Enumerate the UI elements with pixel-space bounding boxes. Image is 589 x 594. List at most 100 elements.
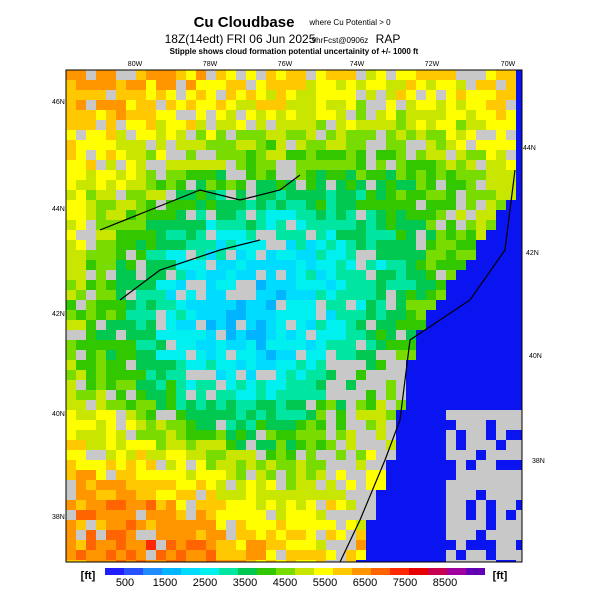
- map-cell: [246, 250, 256, 260]
- map-cell: [196, 320, 206, 330]
- map-cell: [196, 420, 206, 430]
- map-cell: [466, 410, 476, 420]
- map-cell: [496, 340, 506, 350]
- map-cell: [516, 460, 522, 470]
- map-cell: [136, 260, 146, 270]
- map-cell: [516, 340, 522, 350]
- map-cell: [216, 300, 226, 310]
- map-cell: [456, 470, 466, 480]
- map-cell: [346, 390, 356, 400]
- map-cell: [496, 390, 506, 400]
- map-cell: [356, 200, 366, 210]
- map-cell: [316, 500, 326, 510]
- map-cell: [516, 450, 522, 460]
- map-cell: [466, 170, 476, 180]
- map-cell: [246, 110, 256, 120]
- map-cell: [326, 400, 336, 410]
- map-cell: [426, 180, 436, 190]
- map-cell: [486, 480, 496, 490]
- map-cell: [86, 560, 96, 562]
- map-cell: [226, 130, 236, 140]
- map-cell: [436, 260, 446, 270]
- map-cell: [446, 70, 456, 80]
- map-cell: [286, 410, 296, 420]
- map-cell: [296, 190, 306, 200]
- lake-outline: [99, 174, 301, 301]
- map-cell: [476, 170, 486, 180]
- map-cell: [366, 380, 376, 390]
- map-cell: [186, 230, 196, 240]
- map-cell: [336, 290, 346, 300]
- map-cell: [66, 440, 76, 450]
- map-cell: [386, 80, 396, 90]
- map-cell: [66, 510, 76, 520]
- map-cell: [496, 450, 506, 460]
- map-cell: [66, 230, 76, 240]
- map-cell: [466, 400, 476, 410]
- map-cell: [436, 240, 446, 250]
- map-cell: [406, 80, 416, 90]
- map-cell: [106, 500, 116, 510]
- map-cell: [86, 300, 96, 310]
- map-cell: [96, 80, 106, 90]
- map-cell: [146, 490, 156, 500]
- map-cell: [96, 480, 106, 490]
- map-cell: [316, 360, 326, 370]
- map-cell: [286, 220, 296, 230]
- map-cell: [426, 100, 436, 110]
- map-cell: [116, 440, 126, 450]
- map-cell: [396, 560, 406, 562]
- map-cell: [336, 190, 346, 200]
- map-cell: [86, 250, 96, 260]
- map-cell: [366, 310, 376, 320]
- map-cell: [516, 130, 522, 140]
- map-cell: [166, 230, 176, 240]
- map-cell: [306, 310, 316, 320]
- map-cell: [176, 430, 186, 440]
- map-cell: [216, 330, 226, 340]
- map-cell: [366, 170, 376, 180]
- map-cell: [496, 540, 506, 550]
- map-cell: [236, 520, 246, 530]
- map-cell: [436, 120, 446, 130]
- map-cell: [336, 340, 346, 350]
- map-cell: [296, 270, 306, 280]
- map-cell: [446, 180, 456, 190]
- map-cell: [486, 450, 496, 460]
- map-cell: [86, 220, 96, 230]
- map-cell: [76, 250, 86, 260]
- map-cell: [426, 520, 436, 530]
- map-cell: [376, 340, 386, 350]
- map-cell: [106, 550, 116, 560]
- map-cell: [66, 140, 76, 150]
- map-cell: [216, 320, 226, 330]
- map-cell: [136, 380, 146, 390]
- map-cell: [66, 270, 76, 280]
- map-cell: [476, 120, 486, 130]
- map-cell: [136, 390, 146, 400]
- map-cell: [226, 80, 236, 90]
- map-cell: [366, 270, 376, 280]
- map-cell: [306, 410, 316, 420]
- map-cell: [316, 190, 326, 200]
- map-cell: [396, 360, 406, 370]
- map-cell: [206, 360, 216, 370]
- map-cell: [426, 440, 436, 450]
- map-cell: [376, 360, 386, 370]
- map-cell: [106, 320, 116, 330]
- map-cell: [276, 360, 286, 370]
- map-cell: [386, 520, 396, 530]
- map-cell: [276, 250, 286, 260]
- map-cell: [326, 290, 336, 300]
- map-cell: [406, 310, 416, 320]
- map-cell: [516, 100, 522, 110]
- map-cell: [306, 110, 316, 120]
- map-cell: [236, 110, 246, 120]
- map-cell: [516, 240, 522, 250]
- map-cell: [366, 290, 376, 300]
- map-cell: [186, 440, 196, 450]
- map-cell: [386, 270, 396, 280]
- map-cell: [376, 290, 386, 300]
- map-cell: [446, 220, 456, 230]
- map-cell: [286, 290, 296, 300]
